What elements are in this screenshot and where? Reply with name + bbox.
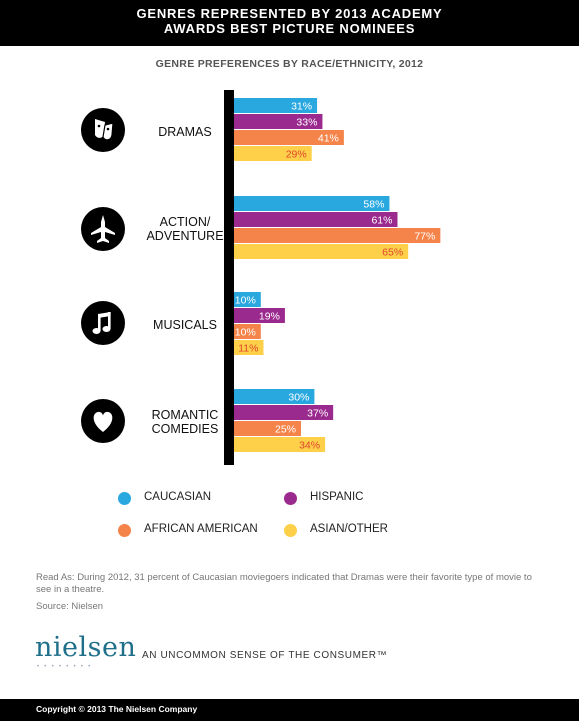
theater-masks-icon xyxy=(81,108,125,152)
data-label: 33% xyxy=(296,117,317,129)
data-label: 31% xyxy=(291,101,312,113)
copyright-text: Copyright © 2013 The Nielsen Company xyxy=(36,704,198,714)
legend-swatch xyxy=(284,524,297,537)
data-label: 58% xyxy=(363,199,384,211)
bar xyxy=(234,196,390,211)
legend-label: HISPANIC xyxy=(310,491,364,503)
bar xyxy=(234,114,323,129)
tagline: AN UNCOMMON SENSE OF THE CONSUMER™ xyxy=(142,650,388,661)
music-note-icon xyxy=(81,301,125,345)
y-axis-line xyxy=(224,90,234,465)
legend-label: AFRICAN AMERICAN xyxy=(144,523,258,535)
bar xyxy=(234,130,344,145)
category-label-line: ROMANTIC xyxy=(151,408,219,422)
heart-icon xyxy=(81,399,125,443)
data-label: 19% xyxy=(259,311,280,323)
legend-swatch xyxy=(118,524,131,537)
data-label: 10% xyxy=(235,327,256,339)
category-label: ROMANTIC COMEDIES xyxy=(130,408,240,436)
bar xyxy=(234,308,285,323)
source-note: Source: Nielsen xyxy=(36,601,104,612)
bar xyxy=(234,340,264,355)
read-as-note: Read As: During 2012, 31 percent of Cauc… xyxy=(36,572,532,595)
bar xyxy=(234,437,326,452)
bar-chart: 31% 33%41% 29% 58% 61% 77% 65% 10%19%10% 11% 30% 3… xyxy=(224,90,441,465)
bar xyxy=(234,244,409,259)
category-label-line: ADVENTURE xyxy=(146,229,224,243)
data-label: 34% xyxy=(299,440,320,452)
data-label: 11% xyxy=(238,343,258,355)
legend-label: ASIAN/OTHER xyxy=(310,523,388,535)
header-bar: GENRES REPRESENTED BY 2013 ACADEMY AWARD… xyxy=(0,0,579,46)
bar xyxy=(234,212,398,227)
bar xyxy=(234,146,312,161)
data-label: 41% xyxy=(318,133,339,145)
category-label: MUSICALS xyxy=(130,318,240,332)
bar xyxy=(234,389,315,404)
category-label-line: MUSICALS xyxy=(153,318,217,332)
bar xyxy=(234,421,301,436)
legend-swatch xyxy=(118,492,131,505)
data-label: 37% xyxy=(307,408,328,420)
category-label-line: DRAMAS xyxy=(158,125,212,139)
footer-bar: Copyright © 2013 The Nielsen Company xyxy=(0,699,579,721)
chart-title-line-2: AWARDS BEST PICTURE NOMINEES xyxy=(163,21,416,36)
category-label: DRAMAS xyxy=(130,125,240,139)
data-label: 25% xyxy=(275,424,296,436)
fighter-jet-icon xyxy=(81,207,125,251)
legend-label: CAUCASIAN xyxy=(144,491,212,503)
data-label: 29% xyxy=(286,149,307,161)
data-label: 30% xyxy=(288,392,309,404)
chart-subtitle: GENRE PREFERENCES BY RACE/ETHNICITY, 201… xyxy=(155,58,424,70)
bar xyxy=(234,405,334,420)
data-label: 77% xyxy=(414,231,435,243)
bar xyxy=(234,324,261,339)
data-label: 65% xyxy=(382,247,403,259)
bar xyxy=(234,292,261,307)
bar xyxy=(234,228,441,243)
data-label: 10% xyxy=(235,295,256,307)
legend-swatch xyxy=(284,492,297,505)
bar xyxy=(234,98,318,113)
category-label-line: COMEDIES xyxy=(151,422,219,436)
logo-dots: •••••••• xyxy=(37,664,96,670)
nielsen-logo: nielsen xyxy=(35,632,137,663)
category-label: ACTION/ADVENTURE xyxy=(130,215,240,243)
data-label: 61% xyxy=(371,215,392,227)
category-label-line: ACTION/ xyxy=(159,215,211,229)
chart-title-line-1: GENRES REPRESENTED BY 2013 ACADEMY xyxy=(136,6,443,21)
